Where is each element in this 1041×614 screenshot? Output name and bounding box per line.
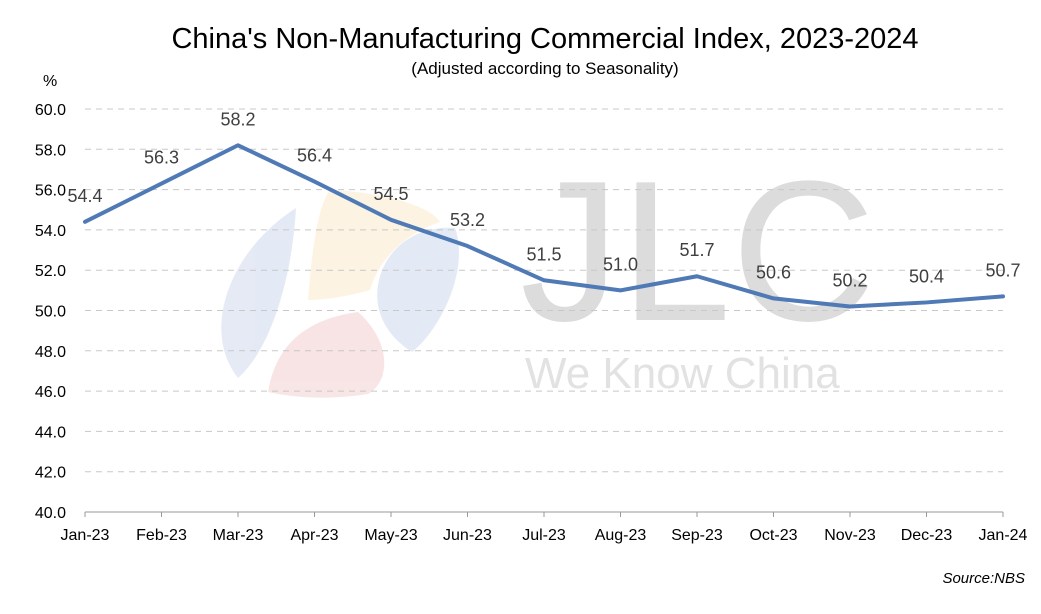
series-line [83, 143, 1005, 309]
y-tick-label: 58.0 [35, 142, 66, 159]
data-label: 53.2 [450, 210, 485, 230]
y-tick-label: 60.0 [35, 102, 66, 119]
watermark-petal-blue [221, 208, 296, 378]
data-label: 56.4 [297, 146, 332, 166]
y-tick-label: 42.0 [35, 465, 66, 482]
series-polyline [83, 143, 1005, 309]
x-tick-label: May-23 [364, 527, 417, 544]
y-tick-label: 56.0 [35, 183, 66, 200]
x-tick-label: Oct-23 [749, 527, 797, 544]
x-tick-label: Jul-23 [522, 527, 566, 544]
chart-subtitle: (Adjusted according to Seasonality) [411, 59, 678, 78]
x-tick-label: Nov-23 [824, 527, 876, 544]
x-tick-label: Sep-23 [671, 527, 723, 544]
watermark-logo [221, 190, 460, 398]
y-tick-label: 52.0 [35, 263, 66, 280]
x-tick-label: Jan-23 [61, 527, 110, 544]
data-label: 50.2 [832, 270, 867, 290]
watermark-petal-blue-right [377, 227, 460, 352]
data-label: 51.5 [526, 244, 561, 264]
x-tick-label: Dec-23 [901, 527, 953, 544]
data-labels: 54.4 56.3 58.2 56.4 54.5 53.2 51.5 51.0 51.7 50.6… [67, 109, 1020, 290]
y-tick-label: 50.0 [35, 304, 66, 321]
y-tick-label: 48.0 [35, 344, 66, 361]
x-tick-label: Jan-24 [979, 527, 1028, 544]
y-tick-label: 54.0 [35, 223, 66, 240]
data-label: 50.7 [985, 260, 1020, 280]
y-axis-unit: % [43, 73, 57, 90]
data-label: 51.7 [679, 240, 714, 260]
x-tick-label: Mar-23 [213, 527, 264, 544]
x-axis: Jan-23 Feb-23 Mar-23 Apr-23 May-23 Jun-23 Jul-… [61, 511, 1028, 544]
watermark-brand: JLC [520, 140, 876, 363]
y-tick-label: 46.0 [35, 384, 66, 401]
data-label: 54.4 [67, 186, 102, 206]
y-tick-label: 40.0 [35, 505, 66, 522]
x-tick-label: Aug-23 [595, 527, 647, 544]
data-label: 58.2 [220, 109, 255, 129]
watermark-petal-red [268, 312, 385, 398]
gridlines [85, 108, 1003, 473]
data-label: 51.0 [603, 254, 638, 274]
x-tick-label: Feb-23 [136, 527, 187, 544]
source-note: Source:NBS [942, 570, 1025, 587]
data-label: 50.4 [909, 266, 944, 286]
data-label: 56.3 [144, 148, 179, 168]
watermark-tagline: We Know China [525, 349, 840, 398]
chart-title: China's Non-Manufacturing Commercial Ind… [171, 23, 918, 55]
y-axis-ticks: 40.0 42.0 44.0 46.0 48.0 50.0 52.0 54.0 56.0 58.0… [35, 102, 66, 522]
x-tick-label: Jun-23 [443, 527, 492, 544]
data-label: 50.6 [756, 262, 791, 282]
x-tick-label: Apr-23 [290, 527, 338, 544]
watermark-petal-yellow [308, 190, 440, 300]
y-tick-label: 44.0 [35, 424, 66, 441]
data-label: 54.5 [373, 184, 408, 204]
